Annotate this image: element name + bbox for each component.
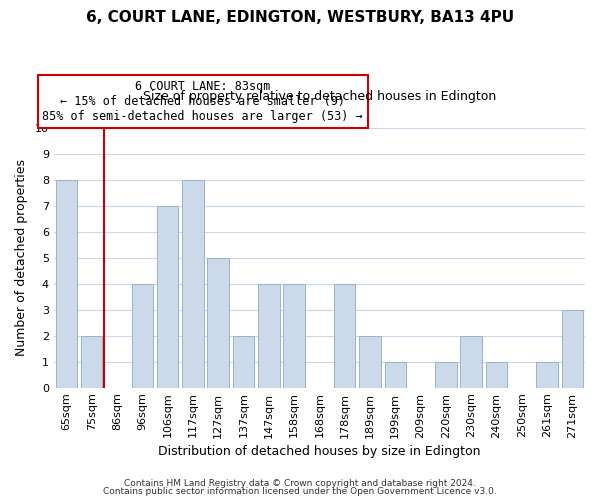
Bar [258, 284, 280, 388]
Bar [486, 362, 507, 388]
Bar [283, 284, 305, 388]
Bar [233, 336, 254, 388]
Text: Contains public sector information licensed under the Open Government Licence v3: Contains public sector information licen… [103, 487, 497, 496]
Bar [182, 180, 203, 388]
Bar [359, 336, 381, 388]
Bar [562, 310, 583, 388]
Text: Contains HM Land Registry data © Crown copyright and database right 2024.: Contains HM Land Registry data © Crown c… [124, 478, 476, 488]
Bar [536, 362, 558, 388]
Bar [56, 180, 77, 388]
Bar [385, 362, 406, 388]
Bar [460, 336, 482, 388]
Bar [81, 336, 103, 388]
Bar [131, 284, 153, 388]
Text: 6, COURT LANE, EDINGTON, WESTBURY, BA13 4PU: 6, COURT LANE, EDINGTON, WESTBURY, BA13 … [86, 10, 514, 25]
Y-axis label: Number of detached properties: Number of detached properties [15, 160, 28, 356]
Bar [435, 362, 457, 388]
Bar [157, 206, 178, 388]
Bar [208, 258, 229, 388]
X-axis label: Distribution of detached houses by size in Edington: Distribution of detached houses by size … [158, 444, 481, 458]
Bar [334, 284, 355, 388]
Title: Size of property relative to detached houses in Edington: Size of property relative to detached ho… [143, 90, 496, 104]
Text: 6 COURT LANE: 83sqm
← 15% of detached houses are smaller (9)
85% of semi-detache: 6 COURT LANE: 83sqm ← 15% of detached ho… [42, 80, 363, 123]
